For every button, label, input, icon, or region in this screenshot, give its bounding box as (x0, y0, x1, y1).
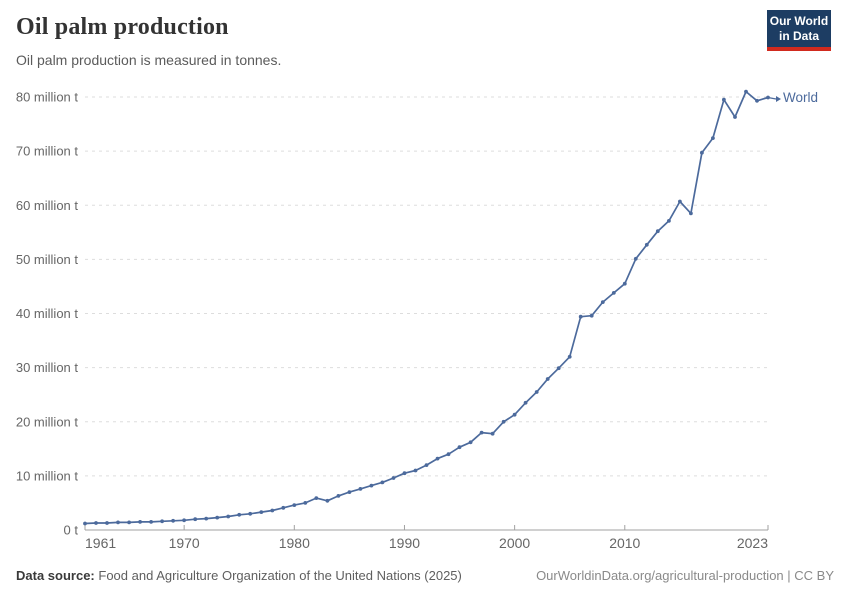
data-point-marker[interactable] (468, 440, 473, 445)
data-point-marker[interactable] (193, 517, 198, 522)
data-point-marker[interactable] (248, 511, 253, 516)
data-point-marker[interactable] (259, 510, 264, 514)
data-point-marker[interactable] (446, 452, 451, 457)
owid-logo-line1: Our World (769, 13, 829, 28)
data-point-marker[interactable] (336, 494, 341, 498)
data-point-marker[interactable] (678, 199, 682, 204)
x-tick-label: 2010 (609, 535, 640, 551)
data-point-marker[interactable] (105, 521, 109, 525)
x-tick-label: 1970 (169, 535, 200, 551)
y-tick-label: 70 million t (16, 144, 79, 159)
data-point-marker[interactable] (292, 503, 297, 507)
chart-footer: Data source: Food and Agriculture Organi… (16, 568, 834, 583)
data-point-marker[interactable] (226, 514, 231, 519)
x-tick-label: 1980 (279, 535, 310, 551)
y-tick-label: 10 million t (16, 468, 79, 483)
data-point-marker[interactable] (689, 211, 693, 216)
data-point-marker[interactable] (127, 520, 131, 525)
data-point-marker[interactable] (578, 314, 583, 319)
data-source-text: Food and Agriculture Organization of the… (98, 568, 462, 583)
data-point-marker[interactable] (766, 95, 770, 100)
data-point-marker[interactable] (380, 480, 385, 485)
data-point-marker[interactable] (237, 512, 242, 517)
y-tick-label: 50 million t (16, 252, 79, 267)
y-tick-label: 0 t (64, 523, 79, 538)
data-point-marker[interactable] (435, 456, 440, 461)
data-point-marker[interactable] (722, 97, 726, 102)
data-point-marker[interactable] (369, 483, 374, 488)
data-point-marker[interactable] (512, 412, 517, 417)
data-point-marker[interactable] (149, 520, 154, 524)
x-tick-label: 2000 (499, 535, 530, 551)
data-point-marker[interactable] (182, 518, 187, 523)
data-point-marker[interactable] (655, 229, 660, 234)
data-point-marker[interactable] (138, 520, 143, 524)
data-point-marker[interactable] (501, 419, 506, 424)
data-point-marker[interactable] (83, 521, 87, 526)
x-tick-label: 1990 (389, 535, 420, 551)
data-point-marker[interactable] (303, 501, 308, 505)
data-point-marker[interactable] (479, 430, 484, 435)
entity-label-arrow-icon (776, 96, 781, 103)
data-point-marker[interactable] (700, 150, 704, 155)
data-point-marker[interactable] (589, 313, 594, 318)
data-point-marker[interactable] (325, 498, 330, 503)
data-point-marker[interactable] (116, 520, 120, 525)
x-tick-label: 1961 (85, 535, 116, 551)
data-point-marker[interactable] (424, 463, 429, 467)
data-point-marker[interactable] (744, 89, 748, 94)
data-point-marker[interactable] (457, 445, 462, 450)
data-point-marker[interactable] (314, 496, 319, 500)
y-tick-label: 20 million t (16, 414, 79, 429)
entity-label-connector (767, 96, 777, 100)
data-point-marker[interactable] (622, 281, 627, 286)
data-point-marker[interactable] (567, 354, 572, 359)
data-point-marker[interactable] (711, 136, 715, 141)
data-source-note: Data source: Food and Agriculture Organi… (16, 568, 462, 583)
data-source-label: Data source: (16, 568, 95, 583)
series-entity-label[interactable]: World (783, 90, 819, 105)
y-tick-label: 80 million t (16, 90, 79, 105)
data-point-marker[interactable] (667, 219, 671, 223)
data-point-marker[interactable] (755, 98, 759, 103)
data-point-marker[interactable] (391, 476, 396, 480)
data-point-marker[interactable] (215, 515, 220, 520)
data-point-marker[interactable] (171, 518, 176, 523)
data-point-marker[interactable] (402, 471, 407, 476)
data-point-marker[interactable] (347, 490, 352, 494)
license-link[interactable]: OurWorldinData.org/agricultural-producti… (536, 568, 834, 583)
x-tick-label: 2023 (737, 535, 768, 551)
page-title: Oil palm production (16, 14, 229, 40)
owid-logo[interactable]: Our World in Data (767, 10, 831, 51)
data-point-marker[interactable] (413, 468, 418, 473)
data-point-marker[interactable] (545, 377, 550, 381)
data-point-marker[interactable] (270, 508, 275, 513)
data-point-marker[interactable] (204, 516, 209, 521)
data-point-marker[interactable] (281, 505, 286, 510)
data-point-marker[interactable] (733, 115, 737, 119)
data-point-marker[interactable] (644, 242, 649, 247)
data-point-marker[interactable] (358, 487, 363, 491)
owid-logo-line2: in Data (778, 28, 819, 43)
data-point-marker[interactable] (490, 431, 495, 436)
data-point-marker[interactable] (611, 291, 616, 295)
data-point-marker[interactable] (633, 256, 638, 261)
data-point-marker[interactable] (523, 400, 528, 405)
chart-subtitle: Oil palm production is measured in tonne… (16, 52, 282, 68)
y-tick-label: 60 million t (16, 198, 79, 213)
data-point-marker[interactable] (534, 390, 539, 394)
data-point-marker[interactable] (94, 521, 98, 525)
data-point-marker[interactable] (160, 519, 165, 524)
data-point-marker[interactable] (556, 366, 561, 371)
y-tick-label: 40 million t (16, 306, 79, 321)
world-series-line[interactable] (84, 90, 769, 525)
y-tick-label: 30 million t (16, 360, 79, 375)
data-point-marker[interactable] (600, 300, 605, 304)
